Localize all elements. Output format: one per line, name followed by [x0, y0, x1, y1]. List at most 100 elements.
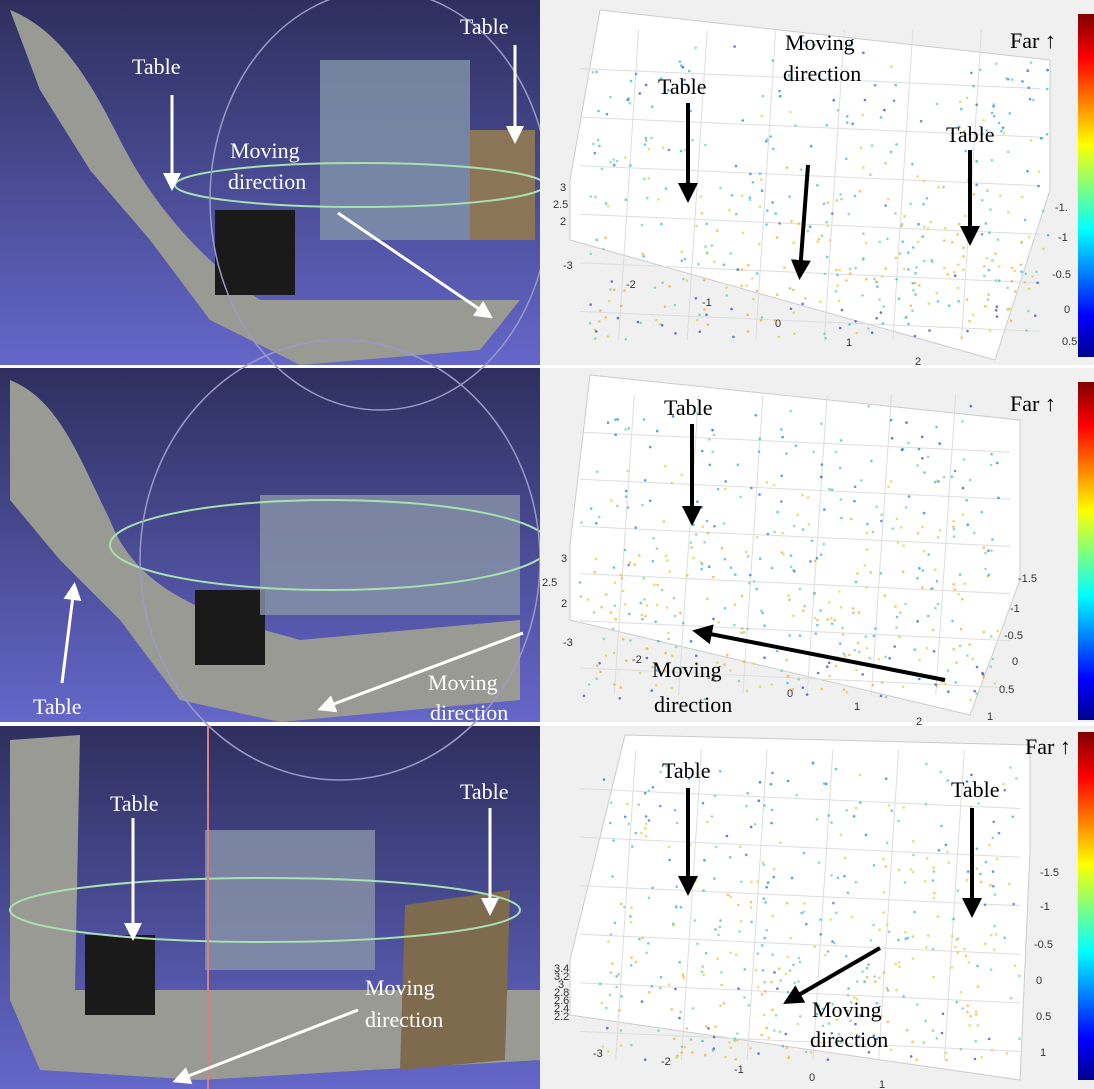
point [914, 282, 917, 285]
point [603, 778, 606, 781]
point [770, 783, 773, 786]
label: Table [664, 395, 713, 420]
point [952, 520, 955, 523]
point [788, 1055, 791, 1058]
point [760, 319, 763, 322]
point [599, 983, 602, 986]
point [610, 611, 613, 614]
point [840, 517, 843, 520]
point [679, 612, 682, 615]
point [923, 550, 926, 553]
x-tick: -1 [707, 672, 717, 684]
point [894, 605, 897, 608]
point [1007, 211, 1010, 214]
point [991, 1049, 994, 1052]
point [793, 311, 796, 314]
point [990, 934, 993, 937]
point [916, 620, 919, 623]
point [797, 980, 800, 983]
point [862, 232, 865, 235]
point [1037, 185, 1040, 188]
point [743, 968, 746, 971]
point [884, 267, 887, 270]
point [933, 892, 936, 895]
point [850, 518, 853, 521]
point [839, 193, 842, 196]
point [877, 658, 880, 661]
point [763, 1014, 766, 1017]
point [708, 565, 711, 568]
point [902, 995, 905, 998]
point [966, 298, 969, 301]
point [845, 809, 848, 812]
point [879, 241, 882, 244]
point [977, 986, 980, 989]
point [671, 482, 674, 485]
point [610, 499, 613, 502]
point [988, 269, 991, 272]
x-tick: -2 [626, 279, 636, 291]
point [1021, 80, 1024, 83]
point [825, 783, 828, 786]
point [630, 906, 633, 909]
point [754, 823, 757, 826]
point [935, 426, 938, 429]
point [593, 611, 596, 614]
point [955, 939, 958, 942]
point [934, 607, 937, 610]
point [673, 597, 676, 600]
point [800, 168, 803, 171]
point [828, 1022, 831, 1025]
point [606, 1027, 609, 1030]
point [699, 330, 702, 333]
point [996, 462, 999, 465]
point [682, 622, 685, 625]
point [986, 190, 989, 193]
point [785, 1033, 788, 1036]
point [960, 336, 963, 339]
point [972, 912, 975, 915]
point [593, 571, 596, 574]
point [964, 215, 967, 218]
point [595, 678, 598, 681]
point [705, 313, 708, 316]
point [980, 881, 983, 884]
point [638, 938, 641, 941]
point [925, 763, 928, 766]
point [902, 806, 905, 809]
point [992, 870, 995, 873]
point [972, 314, 975, 317]
point [659, 805, 662, 808]
point [873, 278, 876, 281]
point [620, 995, 623, 998]
point [866, 967, 869, 970]
point [968, 961, 971, 964]
point [763, 804, 766, 807]
point [624, 816, 627, 819]
point [873, 635, 876, 638]
point [1018, 975, 1021, 978]
point [762, 969, 765, 972]
point [719, 919, 722, 922]
point [826, 124, 829, 127]
point [894, 84, 897, 87]
point [1025, 329, 1028, 332]
point [609, 994, 612, 997]
y-tick: 0 [1064, 304, 1070, 316]
point [988, 844, 991, 847]
point [719, 1004, 722, 1007]
point [953, 535, 956, 538]
point [932, 948, 935, 951]
point [820, 688, 823, 691]
point [645, 835, 648, 838]
point [674, 304, 677, 307]
point [694, 47, 697, 50]
point [787, 594, 790, 597]
point [890, 419, 893, 422]
point [976, 666, 979, 669]
point [898, 961, 901, 964]
point [1029, 98, 1032, 101]
point [803, 852, 806, 855]
point [956, 951, 959, 954]
point [655, 319, 658, 322]
